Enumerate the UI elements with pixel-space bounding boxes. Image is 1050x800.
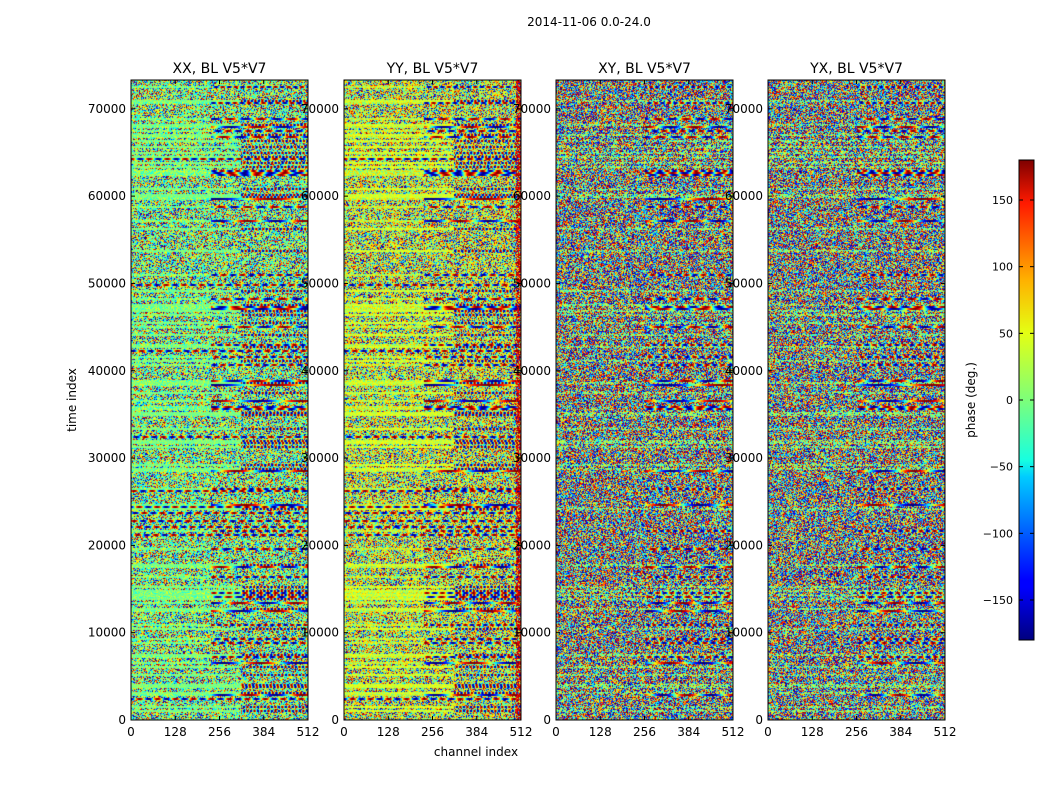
y-tick-label: 10000 <box>301 626 339 640</box>
y-tick-label: 50000 <box>725 276 763 290</box>
y-tick-label: 30000 <box>88 451 126 465</box>
y-tick-label: 50000 <box>301 276 339 290</box>
heatmap-image <box>556 80 733 720</box>
x-tick-label: 384 <box>889 725 912 739</box>
figure-suptitle: 2014-11-06 0.0-24.0 <box>527 15 651 29</box>
x-tick-label: 256 <box>845 725 868 739</box>
colorbar-tick-label: 150 <box>992 194 1013 207</box>
heatmap-panels: XX, BL V5*V7 0 128 256 384 512 0 10000 20000 3000… <box>88 61 957 739</box>
x-tick-label: 256 <box>421 725 444 739</box>
colorbar-tick-label: −100 <box>983 527 1013 540</box>
x-tick-label: 0 <box>552 725 560 739</box>
heatmap-image <box>344 80 521 720</box>
x-axis-label: channel index <box>434 745 518 759</box>
y-tick-label: 10000 <box>725 626 763 640</box>
y-tick-label: 40000 <box>301 364 339 378</box>
colorbar-tick-label: 50 <box>999 327 1013 340</box>
x-tick-label: 0 <box>764 725 772 739</box>
y-tick-label: 70000 <box>725 102 763 116</box>
y-tick-label: 20000 <box>301 538 339 552</box>
y-tick-label: 20000 <box>88 538 126 552</box>
y-tick-label: 60000 <box>513 189 551 203</box>
x-tick-label: 128 <box>377 725 400 739</box>
heatmap-image <box>768 80 945 720</box>
panel-title: XX, BL V5*V7 <box>173 61 267 77</box>
x-tick-label: 384 <box>252 725 275 739</box>
x-tick-label: 512 <box>934 725 957 739</box>
x-tick-label: 384 <box>465 725 488 739</box>
y-tick-label: 10000 <box>88 626 126 640</box>
x-tick-label: 512 <box>510 725 533 739</box>
x-tick-label: 512 <box>722 725 745 739</box>
panel-xx: XX, BL V5*V7 0 128 256 384 512 0 10000 20000 3000… <box>88 61 320 739</box>
y-tick-label: 60000 <box>725 189 763 203</box>
y-tick-label: 60000 <box>88 189 126 203</box>
y-tick-label: 20000 <box>513 538 551 552</box>
colorbar-tick-label: −50 <box>990 461 1013 474</box>
y-tick-label: 30000 <box>513 451 551 465</box>
x-tick-label: 256 <box>633 725 656 739</box>
x-tick-label: 256 <box>208 725 231 739</box>
panel-title: YY, BL V5*V7 <box>386 61 479 77</box>
y-tick-label: 0 <box>755 713 763 727</box>
y-axis-label: time index <box>65 368 79 432</box>
x-tick-label: 0 <box>340 725 348 739</box>
y-tick-label: 70000 <box>301 102 339 116</box>
y-tick-label: 20000 <box>725 538 763 552</box>
x-tick-label: 128 <box>589 725 612 739</box>
x-tick-label: 128 <box>164 725 187 739</box>
y-tick-label: 0 <box>331 713 339 727</box>
panel-xy: XY, BL V5*V7 0 128 256 384 512 0 10000 20000 3000… <box>513 61 745 739</box>
y-tick-label: 70000 <box>513 102 551 116</box>
y-tick-label: 40000 <box>88 364 126 378</box>
y-tick-label: 70000 <box>88 102 126 116</box>
y-tick-label: 0 <box>543 713 551 727</box>
x-tick-label: 0 <box>127 725 135 739</box>
y-tick-label: 40000 <box>513 364 551 378</box>
colorbar-tick-label: 100 <box>992 261 1013 274</box>
colorbar: −150 −100 −50 0 50 100 150 phase (deg.) <box>964 159 1035 641</box>
x-tick-label: 512 <box>297 725 320 739</box>
heatmap-image <box>131 80 308 720</box>
panel-title: YX, BL V5*V7 <box>809 61 903 77</box>
panel-title: XY, BL V5*V7 <box>598 61 691 77</box>
x-tick-label: 384 <box>677 725 700 739</box>
panel-yx: YX, BL V5*V7 0 128 256 384 512 0 10000 20000 3000… <box>725 61 957 739</box>
y-tick-label: 50000 <box>513 276 551 290</box>
y-tick-label: 0 <box>118 713 126 727</box>
y-tick-label: 30000 <box>301 451 339 465</box>
x-tick-label: 128 <box>801 725 824 739</box>
colorbar-tick-label: −150 <box>983 594 1013 607</box>
y-tick-label: 30000 <box>725 451 763 465</box>
y-tick-label: 60000 <box>301 189 339 203</box>
y-tick-label: 10000 <box>513 626 551 640</box>
colorbar-ticks: −150 −100 −50 0 50 100 150 <box>983 194 1034 607</box>
panel-yy: YY, BL V5*V7 0 128 256 384 512 0 10000 20000 3000… <box>301 61 533 739</box>
y-tick-label: 40000 <box>725 364 763 378</box>
colorbar-label: phase (deg.) <box>964 362 978 438</box>
colorbar-tick-label: 0 <box>1006 394 1013 407</box>
y-tick-label: 50000 <box>88 276 126 290</box>
